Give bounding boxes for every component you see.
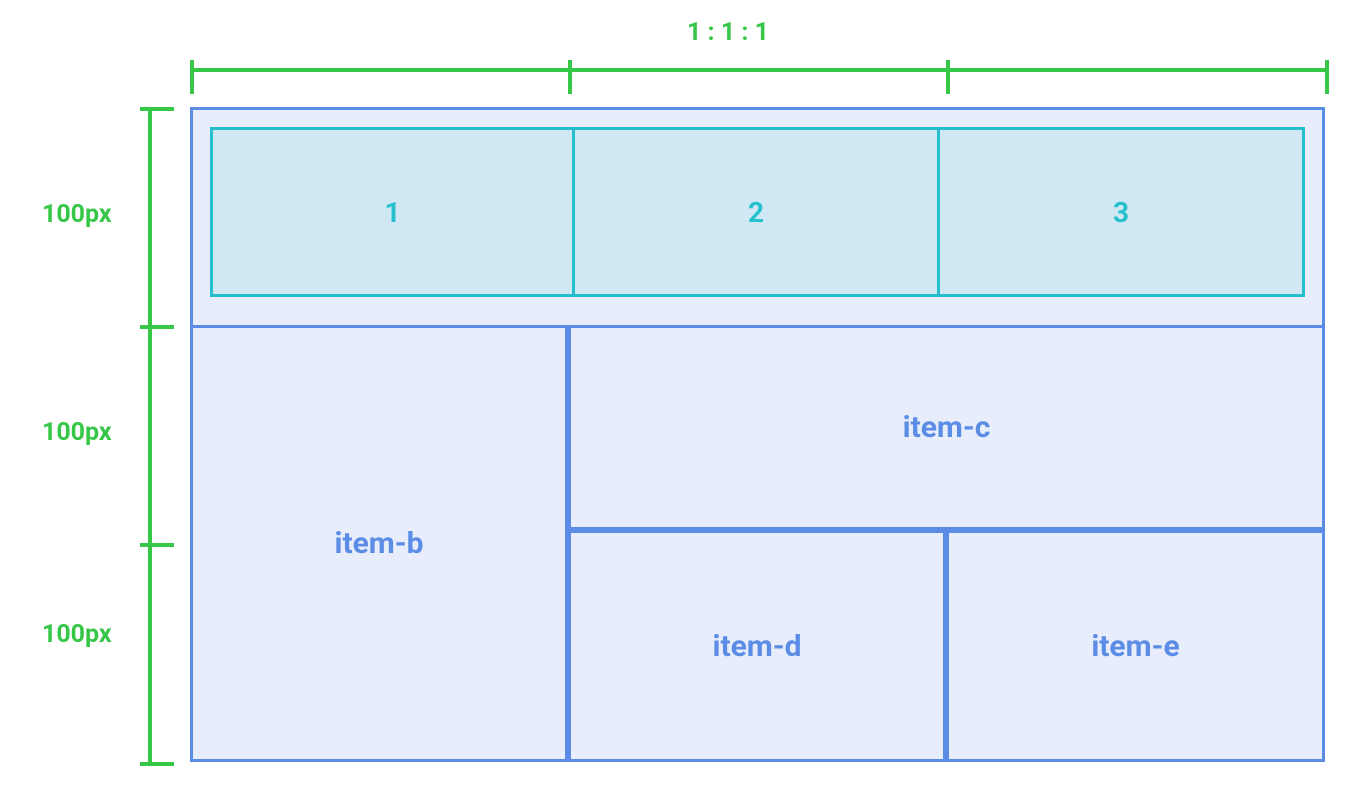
row-height-label-2: 100px (42, 418, 112, 447)
column-ratio-label: 1 : 1 : 1 (668, 18, 788, 47)
diagram-stage: 1 : 1 : 1 100px 100px 100px 1 2 3 item-b… (0, 0, 1358, 804)
grid-item-d: item-d (568, 530, 946, 762)
grid-item-b: item-b (190, 325, 568, 762)
row-height-label-1: 100px (42, 200, 112, 229)
subgrid-item-a: 1 2 3 (210, 127, 1305, 297)
grid-item-c: item-c (568, 325, 1325, 530)
subgrid-cell-1: 1 (210, 127, 575, 297)
grid-item-e: item-e (946, 530, 1325, 762)
subgrid-cell-3: 3 (937, 127, 1305, 297)
subgrid-cell-2: 2 (572, 127, 940, 297)
row-height-label-3: 100px (42, 620, 112, 649)
